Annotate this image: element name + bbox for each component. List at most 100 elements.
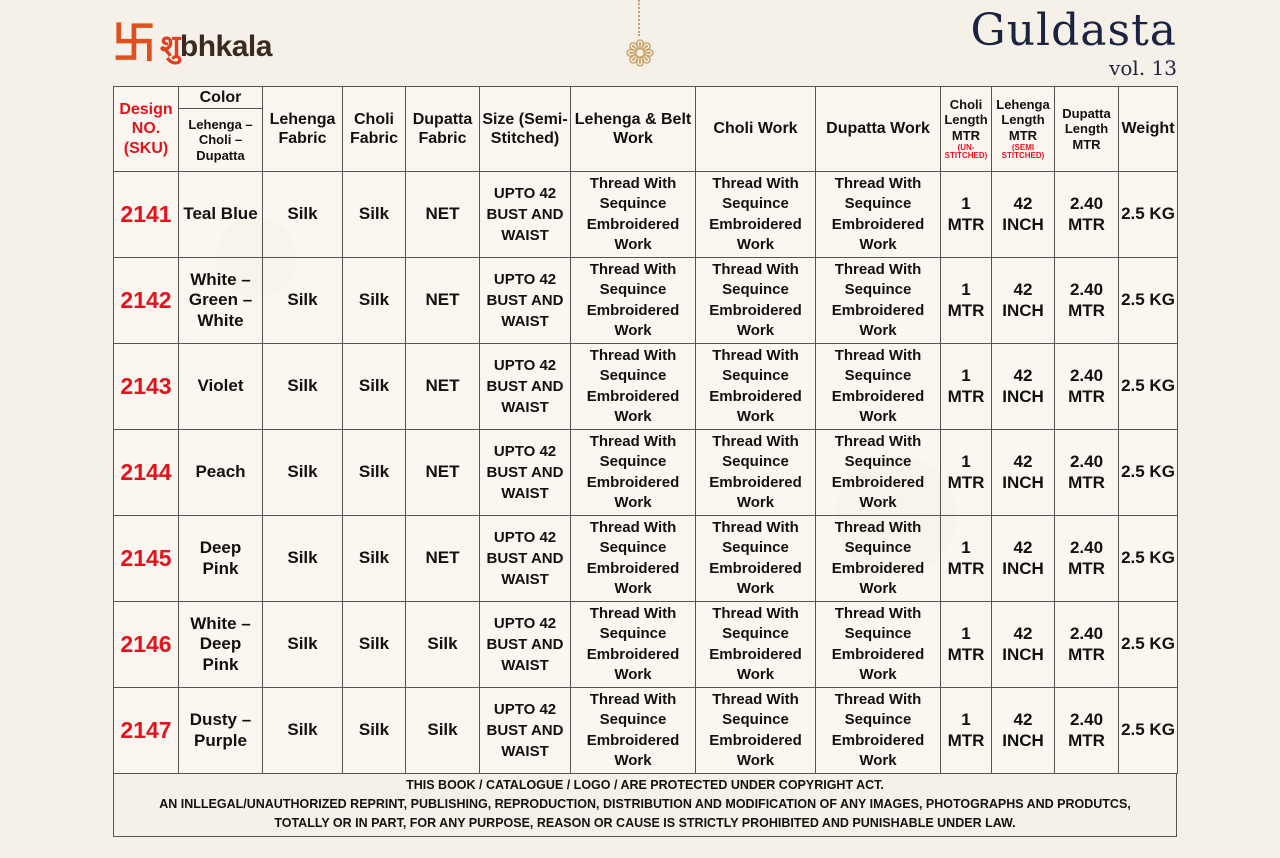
header-color: Color [178,86,263,109]
collection-volume: vol. 13 [1109,56,1177,80]
logo-suffix: bhkala [179,29,273,63]
header-lehenga-length: Lehenga Length MTR (SEMI STITCHED) [991,86,1055,172]
header-dupatta-fabric: Dupatta Fabric [405,86,480,172]
cell-dupatta-work: Thread With Sequince Embroidered Work [815,343,941,430]
cell-size: UPTO 42 BUST AND WAIST [479,687,571,774]
cell-lehenga-length: 42 INCH [991,515,1055,602]
cell-lehenga-fabric: Silk [262,429,343,516]
mandala-icon: ❁ [624,33,656,74]
cell-lehenga-work: Thread With Sequince Embroidered Work [570,601,696,688]
cell-choli-work: Thread With Sequince Embroidered Work [695,429,816,516]
cell-weight: 2.5 KG [1118,687,1178,774]
cell-choli-length: 1 MTR [940,515,992,602]
table-row: 2144 Peach Silk Silk NET UPTO 42 BUST AND WAI… [113,429,1178,516]
table-row: 2145 Deep Pink Silk Silk NET UPTO 42 BUST AND… [113,515,1178,602]
cell-choli-fabric: Silk [342,601,406,688]
cell-color: Dusty – Purple [178,687,263,774]
cell-choli-fabric: Silk [342,257,406,344]
cell-dupatta-work: Thread With Sequince Embroidered Work [815,171,941,258]
cell-size: UPTO 42 BUST AND WAIST [479,601,571,688]
cell-dupatta-work: Thread With Sequince Embroidered Work [815,687,941,774]
header-choli-length: Choli Length MTR (UN-STITCHED) [940,86,992,172]
cell-sku: 2141 [113,171,179,258]
copyright-notice: THIS BOOK / CATALOGUE / LOGO / ARE PROTE… [113,774,1177,837]
cell-lehenga-length: 42 INCH [991,601,1055,688]
dotted-line [638,0,642,36]
cell-lehenga-fabric: Silk [262,515,343,602]
cell-weight: 2.5 KG [1118,343,1178,430]
header-color-sub: Lehenga – Choli – Dupatta [178,108,263,172]
cell-color: Violet [178,343,263,430]
cell-dupatta-fabric: NET [405,515,480,602]
header-weight: Weight [1118,86,1178,172]
cell-color: Teal Blue [178,171,263,258]
cell-choli-fabric: Silk [342,343,406,430]
header-design: Design NO. (SKU) [113,86,179,172]
cell-choli-work: Thread With Sequince Embroidered Work [695,257,816,344]
cell-dupatta-length: 2.40 MTR [1054,343,1119,430]
cell-weight: 2.5 KG [1118,171,1178,258]
cell-dupatta-work: Thread With Sequince Embroidered Work [815,429,941,516]
cell-dupatta-length: 2.40 MTR [1054,429,1119,516]
cell-size: UPTO 42 BUST AND WAIST [479,429,571,516]
cell-lehenga-work: Thread With Sequince Embroidered Work [570,171,696,258]
cell-choli-length: 1 MTR [940,257,992,344]
cell-lehenga-work: Thread With Sequince Embroidered Work [570,343,696,430]
cell-dupatta-fabric: Silk [405,601,480,688]
table-row: 2141 Teal Blue Silk Silk NET UPTO 42 BUST AND… [113,171,1178,258]
cell-choli-length: 1 MTR [940,429,992,516]
cell-weight: 2.5 KG [1118,429,1178,516]
cell-sku: 2146 [113,601,179,688]
header-lehenga-fabric: Lehenga Fabric [262,86,343,172]
cell-choli-fabric: Silk [342,687,406,774]
cell-size: UPTO 42 BUST AND WAIST [479,515,571,602]
cell-choli-fabric: Silk [342,171,406,258]
cell-sku: 2142 [113,257,179,344]
cell-choli-work: Thread With Sequince Embroidered Work [695,171,816,258]
cell-choli-length: 1 MTR [940,343,992,430]
cell-sku: 2145 [113,515,179,602]
table-row: 2146 White – Deep Pink Silk Silk Silk UPTO 42… [113,601,1178,688]
cell-lehenga-length: 42 INCH [991,687,1055,774]
collection-brand: Guldasta vol. 13 [970,5,1177,81]
ornament: ❁ [617,0,663,82]
cell-choli-fabric: Silk [342,429,406,516]
collection-title: Guldasta [970,5,1177,56]
cell-lehenga-fabric: Silk [262,257,343,344]
header-size: Size (Semi-Stitched) [479,86,571,172]
cell-dupatta-length: 2.40 MTR [1054,687,1119,774]
footer-line: TOTALLY OR IN PART, FOR ANY PURPOSE, REA… [274,816,1016,830]
cell-dupatta-fabric: NET [405,171,480,258]
cell-lehenga-work: Thread With Sequince Embroidered Work [570,257,696,344]
catalogue-sheet: Design NO. (SKU) Color Lehenga Fabric Ch… [113,86,1178,837]
cell-choli-length: 1 MTR [940,171,992,258]
footer-line: AN INLLEGAL/UNAUTHORIZED REPRINT, PUBLIS… [159,797,1131,811]
table-row: 2147 Dusty – Purple Silk Silk Silk UPTO 42 BU… [113,687,1178,774]
cell-lehenga-length: 42 INCH [991,171,1055,258]
table-row: 2142 White – Green – White Silk Silk NET UPTO… [113,257,1178,344]
cell-dupatta-length: 2.40 MTR [1054,171,1119,258]
cell-color: Deep Pink [178,515,263,602]
brand-logo: 卐 शुbhkala [112,22,272,66]
cell-lehenga-length: 42 INCH [991,429,1055,516]
cell-dupatta-work: Thread With Sequince Embroidered Work [815,257,941,344]
cell-choli-length: 1 MTR [940,687,992,774]
cell-dupatta-fabric: NET [405,429,480,516]
cell-dupatta-length: 2.40 MTR [1054,601,1119,688]
cell-dupatta-work: Thread With Sequince Embroidered Work [815,601,941,688]
cell-lehenga-fabric: Silk [262,343,343,430]
swastik-icon: 卐 [112,19,156,68]
cell-lehenga-work: Thread With Sequince Embroidered Work [570,687,696,774]
cell-dupatta-fabric: NET [405,257,480,344]
cell-lehenga-fabric: Silk [262,687,343,774]
footer-line: THIS BOOK / CATALOGUE / LOGO / ARE PROTE… [406,778,884,792]
cell-size: UPTO 42 BUST AND WAIST [479,257,571,344]
cell-dupatta-fabric: Silk [405,687,480,774]
cell-lehenga-fabric: Silk [262,601,343,688]
cell-choli-work: Thread With Sequince Embroidered Work [695,343,816,430]
cell-choli-length: 1 MTR [940,601,992,688]
cell-color: White – Deep Pink [178,601,263,688]
cell-weight: 2.5 KG [1118,257,1178,344]
catalogue-table: Design NO. (SKU) Color Lehenga Fabric Ch… [113,86,1178,774]
cell-dupatta-fabric: NET [405,343,480,430]
